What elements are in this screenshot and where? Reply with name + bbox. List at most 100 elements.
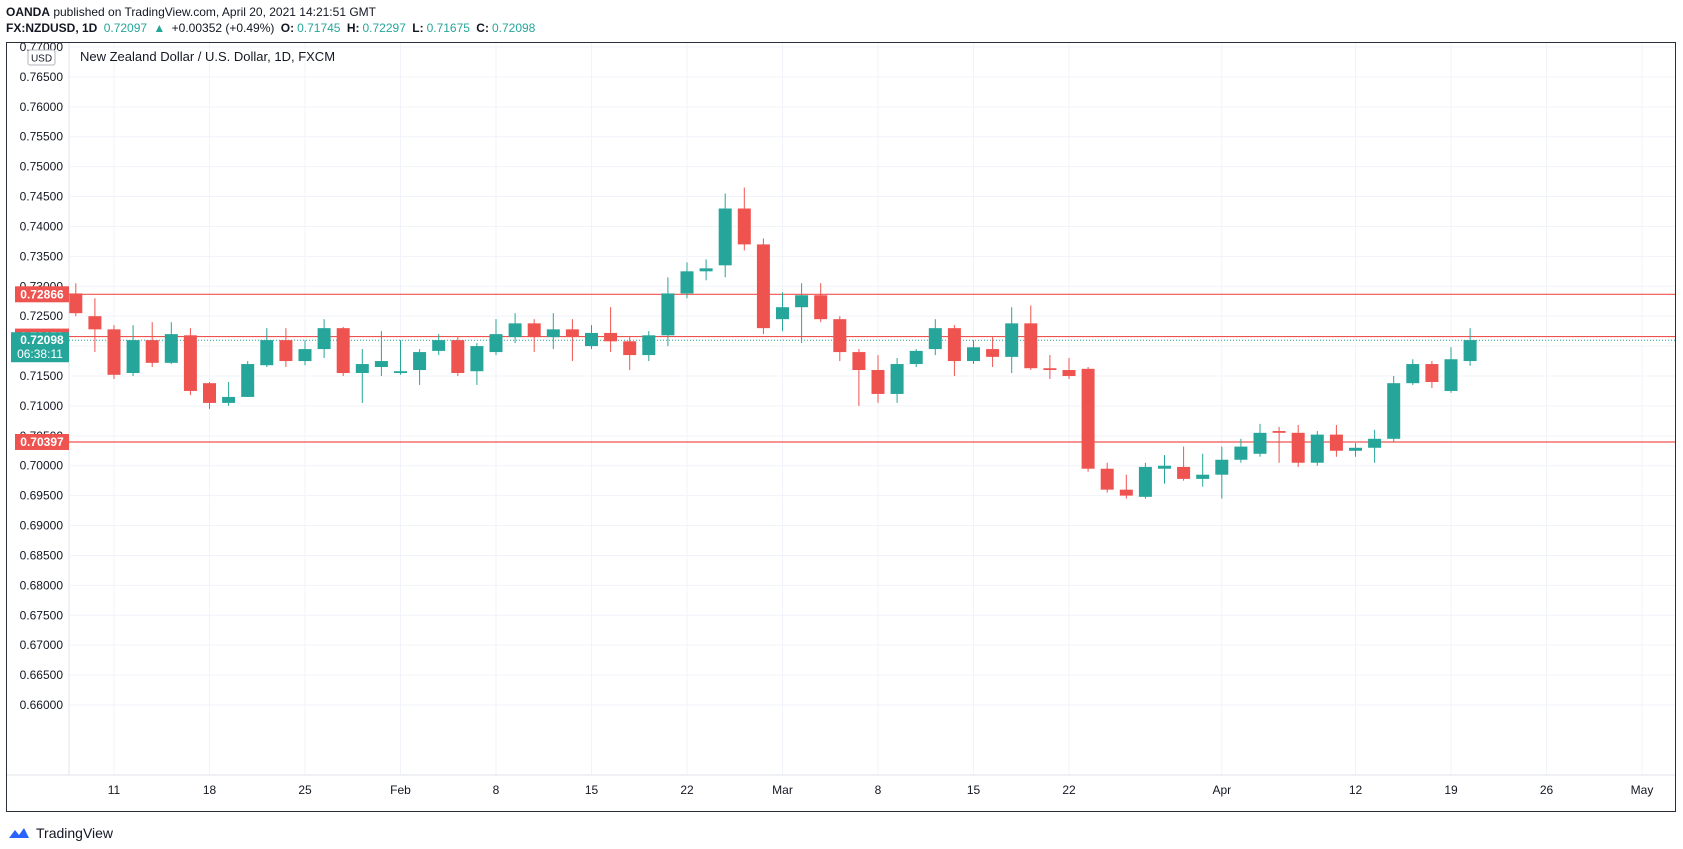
candle-body — [1291, 432, 1305, 463]
y-tick-label: 0.66500 — [20, 668, 64, 682]
candle — [279, 328, 293, 368]
candle — [1215, 446, 1229, 499]
candle — [585, 325, 598, 350]
candle — [852, 349, 866, 406]
candle-body — [1425, 364, 1439, 382]
currency-badge — [27, 49, 56, 66]
last-price-label: 0.72098 — [20, 333, 64, 347]
candle — [69, 283, 83, 317]
x-axis: 11 18 25 Feb 8 15 22 Mar 8 15 22 Apr 12 19 26 May — [108, 783, 1654, 797]
candle — [1463, 328, 1477, 366]
y-tick-label: 0.74500 — [20, 190, 64, 204]
candle-body — [451, 340, 465, 374]
change-text: +0.00352 (+0.49%) — [171, 21, 275, 35]
candle — [909, 349, 923, 368]
y-tick-label: 0.74000 — [20, 219, 64, 233]
candle-body — [107, 329, 121, 375]
candle-body — [145, 340, 159, 363]
currency-label: USD — [31, 54, 52, 65]
x-tick-label: 22 — [1062, 783, 1076, 797]
countdown-label: 06:38:11 — [17, 347, 63, 361]
candle-body — [699, 268, 713, 272]
price-level-badge — [15, 286, 69, 303]
candle-body — [986, 349, 1000, 357]
candle — [88, 298, 102, 353]
candle-body — [164, 334, 178, 363]
candle — [1349, 442, 1362, 457]
x-tick-label: 8 — [875, 783, 882, 797]
candle-body — [1463, 340, 1477, 362]
candle-body — [1368, 438, 1382, 448]
candle-body — [1196, 474, 1210, 479]
x-tick-label: 26 — [1540, 783, 1554, 797]
candle-body — [1177, 466, 1191, 479]
candle-body — [1349, 447, 1362, 451]
candle — [374, 331, 388, 376]
high-value: 0.72297 — [362, 21, 406, 35]
candle — [604, 307, 618, 353]
candle — [413, 349, 427, 385]
candle — [1043, 355, 1057, 379]
candle — [508, 313, 522, 344]
candle-body — [1387, 383, 1401, 439]
candle-body — [1310, 434, 1324, 463]
candle-body — [394, 371, 407, 374]
candle — [317, 319, 331, 359]
low-value: 0.71675 — [426, 21, 470, 35]
candle-body — [680, 271, 694, 294]
footer-brand: TradingView — [36, 825, 114, 841]
candle — [871, 355, 885, 403]
candle-body — [928, 328, 942, 350]
candle-body — [508, 323, 522, 338]
candle-body — [1043, 368, 1057, 371]
candle — [260, 328, 274, 368]
candle — [1272, 426, 1286, 463]
tradingview-footer[interactable]: TradingView — [8, 825, 113, 841]
candle-body — [527, 323, 541, 338]
y-tick-label: 0.75000 — [20, 160, 64, 174]
chart-frame[interactable]: 0.77000 0.76500 0.76000 0.75500 0.75000 0.745… — [6, 40, 1676, 812]
x-tick-label: 15 — [967, 783, 981, 797]
x-tick-label: 18 — [203, 783, 217, 797]
candle — [355, 349, 369, 403]
candle — [699, 259, 713, 281]
candlestick-chart[interactable]: 0.770000.765000.760000.755000.750000.745… — [7, 40, 1675, 811]
candle — [1425, 361, 1439, 388]
candle-body — [69, 293, 83, 314]
close-value: 0.72098 — [491, 21, 536, 35]
close-label: C: — [476, 21, 489, 35]
last-price-badge — [11, 332, 69, 363]
x-tick-label: Mar — [772, 783, 793, 797]
horizontal-levels — [69, 293, 1675, 443]
candle — [203, 381, 216, 409]
candle — [1387, 376, 1401, 442]
candle-body — [833, 319, 847, 353]
price-level-label: 0.72866 — [20, 287, 64, 301]
low-label: L: — [412, 21, 424, 35]
x-tick-label: 8 — [493, 783, 500, 797]
y-tick-label: 0.67000 — [20, 638, 64, 652]
candle — [1444, 347, 1458, 393]
candle — [986, 337, 1000, 368]
candle-body — [336, 328, 350, 374]
candle — [737, 187, 751, 251]
candle — [1024, 305, 1038, 371]
candle-body — [1081, 368, 1095, 469]
candle — [967, 340, 980, 365]
candle — [336, 326, 350, 376]
candle-body — [183, 335, 197, 391]
candle-body — [546, 329, 560, 338]
candle-body — [1119, 489, 1133, 496]
y-tick-label: 0.67500 — [20, 608, 64, 622]
candle — [1081, 367, 1095, 472]
candle — [756, 238, 770, 335]
y-tick-label: 0.71500 — [20, 369, 64, 383]
candle-body — [1406, 364, 1420, 384]
candle-body — [241, 364, 255, 397]
symbol-line: FX:NZDUSD, 1D 0.72097 ▲ +0.00352 (+0.49%… — [6, 20, 538, 36]
candle-body — [661, 293, 675, 336]
candles — [69, 187, 1477, 499]
candle-body — [909, 350, 923, 365]
candle-body — [317, 328, 331, 350]
candle-body — [737, 208, 751, 245]
